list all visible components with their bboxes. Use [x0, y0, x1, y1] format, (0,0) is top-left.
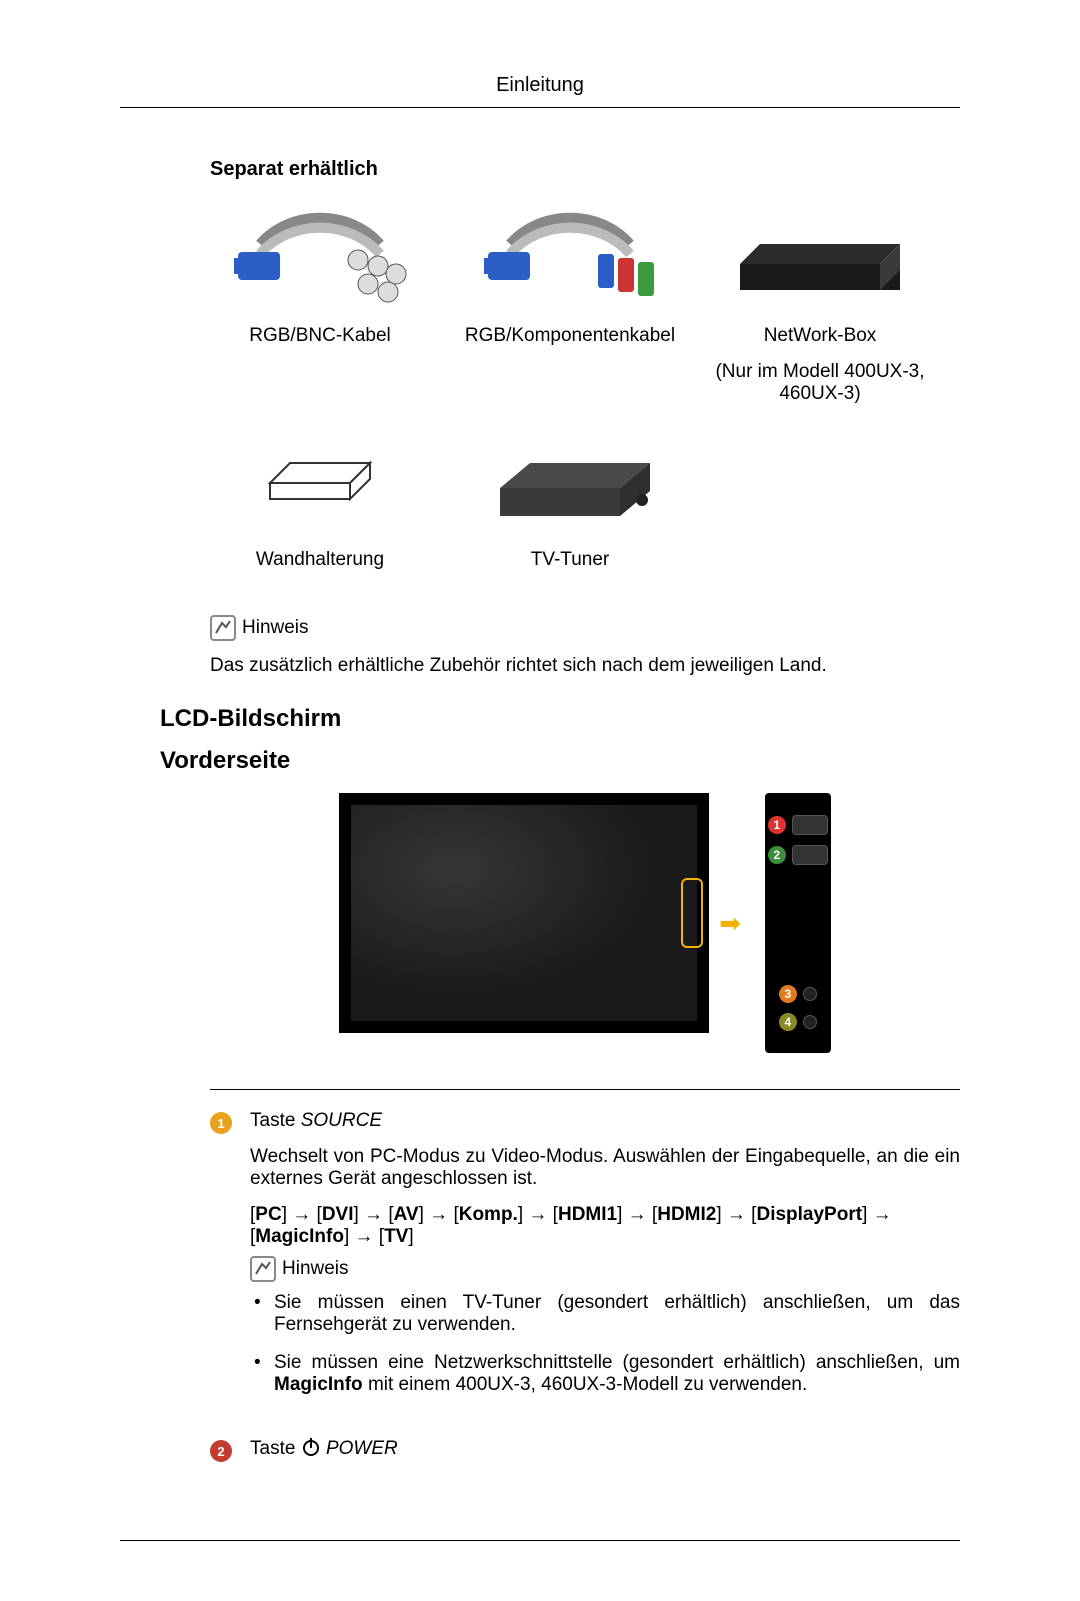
desc-item-2: 2 Taste POWER: [210, 1438, 960, 1474]
heading-lcd: LCD-Bildschirm: [120, 705, 960, 733]
panel-sensor-icon: [803, 1015, 817, 1029]
desc-body-2: Taste POWER: [250, 1438, 960, 1474]
accessory-label: RGB/Komponentenkabel: [460, 325, 680, 347]
note-label: Hinweis: [242, 617, 309, 639]
marker-3-icon: 3: [779, 985, 797, 1003]
desc-title-prefix: Taste: [250, 1110, 301, 1131]
panel-button-icon: [792, 845, 828, 865]
number-1-icon: 1: [210, 1112, 232, 1134]
inline-note-label: Hinweis: [282, 1258, 349, 1280]
desc-title-1: Taste SOURCE: [250, 1110, 960, 1132]
arrow-right-icon: ➡: [719, 908, 741, 939]
panel-button-icon: [792, 815, 828, 835]
desc-title-prefix: Taste: [250, 1438, 301, 1459]
bullet-item: Sie müssen einen TV-Tuner (gesondert erh…: [250, 1292, 960, 1336]
rgb-bnc-cable-icon: [220, 199, 420, 309]
desc-title-italic: SOURCE: [301, 1110, 382, 1131]
panel-row-3: 3: [779, 985, 817, 1003]
description-block: 1 Taste SOURCE Wechselt von PC-Modus zu …: [210, 1089, 960, 1474]
source-sequence: [PC] → [DVI] → [AV] → [Komp.] → [HDMI1] …: [250, 1204, 960, 1248]
accessory-label: RGB/BNC-Kabel: [210, 325, 430, 347]
note-icon: [210, 615, 236, 641]
lcd-callout-box: [681, 878, 703, 948]
accessory-label: Wandhalterung: [210, 549, 430, 571]
heading-front: Vorderseite: [120, 747, 960, 775]
accessory-label: TV-Tuner: [460, 549, 680, 571]
bullet-item: Sie müssen eine Netzwerkschnittstelle (g…: [250, 1352, 960, 1396]
accessory-rgb-component: RGB/Komponentenkabel: [460, 199, 680, 405]
footer-rule: [120, 1540, 960, 1541]
content-area: Separat erhältlich: [120, 158, 960, 1474]
desc-title-italic: POWER: [326, 1438, 398, 1459]
rgb-component-cable-icon: [470, 199, 670, 309]
marker-1-icon: 1: [768, 816, 786, 834]
wall-mount-icon: [220, 423, 420, 533]
panel-row-1: 1: [768, 815, 828, 835]
accessory-row-2: Wandhalterung TV-Tuner: [210, 423, 960, 571]
accessory-wall-mount: Wandhalterung: [210, 423, 430, 571]
panel-row-2: 2: [768, 845, 828, 865]
marker-4-icon: 4: [779, 1013, 797, 1031]
panel-led-icon: [803, 987, 817, 1001]
desc-title-2: Taste POWER: [250, 1438, 960, 1460]
description-rule: [210, 1089, 960, 1090]
note-row: Hinweis: [210, 615, 960, 641]
note-icon: [250, 1256, 276, 1282]
header-rule: [120, 107, 960, 108]
accessory-note: (Nur im Modell 400UX-3, 460UX-3): [710, 361, 930, 405]
desc-bullets: Sie müssen einen TV-Tuner (gesondert erh…: [250, 1292, 960, 1396]
inline-note: Hinweis: [250, 1256, 960, 1282]
desc-item-1: 1 Taste SOURCE Wechselt von PC-Modus zu …: [210, 1110, 960, 1412]
desc-para-1: Wechselt von PC-Modus zu Video-Modus. Au…: [250, 1146, 960, 1190]
network-box-icon: [720, 199, 920, 309]
marker-2-icon: 2: [768, 846, 786, 864]
lcd-screen-icon: [339, 793, 709, 1033]
note-text: Das zusätzlich erhältliche Zubehör richt…: [210, 655, 960, 677]
panel-row-4: 4: [779, 1013, 817, 1031]
tv-tuner-icon: [470, 423, 670, 533]
accessory-row-1: RGB/BNC-Kabel RGB/Komponentenkabel: [210, 199, 960, 405]
lcd-diagram: ➡ 1 2 3 4: [210, 793, 960, 1053]
desc-body-1: Taste SOURCE Wechselt von PC-Modus zu Vi…: [250, 1110, 960, 1412]
accessory-tv-tuner: TV-Tuner: [460, 423, 680, 571]
accessory-network-box: NetWork-Box (Nur im Modell 400UX-3, 460U…: [710, 199, 930, 405]
accessory-label: NetWork-Box: [710, 325, 930, 347]
page-header-title: Einleitung: [120, 70, 960, 107]
power-icon: [303, 1440, 319, 1456]
number-2-icon: 2: [210, 1440, 232, 1462]
lcd-side-panel: 1 2 3 4: [765, 793, 831, 1053]
accessory-rgb-bnc: RGB/BNC-Kabel: [210, 199, 430, 405]
accessories-heading: Separat erhältlich: [210, 158, 960, 181]
page: Einleitung Separat erhältlich: [0, 0, 1080, 1601]
